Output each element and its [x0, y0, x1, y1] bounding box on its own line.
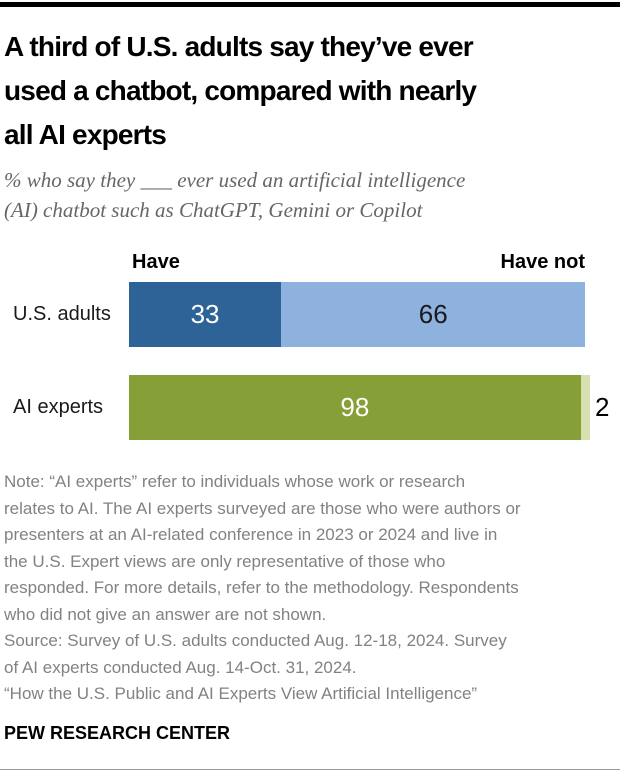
value-label-us-adults-have-not: 66 [418, 299, 448, 329]
chart-title: A third of U.S. adults say they’ve ever … [4, 31, 477, 150]
legend-label-have: Have [132, 251, 180, 273]
bar-row-us-adults: U.S. adults 33 66 [0, 282, 620, 347]
bar-segment-ai-experts-have: 98 [129, 375, 581, 440]
stacked-bar-chart: Have Have not U.S. adults 33 66 AI exper… [0, 251, 620, 440]
legend-track: Have Have not [129, 251, 585, 273]
category-label-us-adults: U.S. adults [13, 303, 111, 325]
top-rule [0, 2, 620, 7]
bottom-rule [0, 769, 620, 770]
value-label-us-adults-have: 33 [190, 299, 220, 329]
legend-label-have-not: Have not [500, 251, 585, 273]
note-and-source-text: Note: “AI experts” refer to individuals … [4, 472, 521, 703]
pew-research-center-wordmark: PEW RESEARCH CENTER [4, 722, 231, 743]
bar-row-ai-experts: AI experts 98 2 [0, 375, 620, 440]
chart-subtitle: % who say they ___ ever used an artifici… [4, 168, 466, 222]
legend-row: Have Have not [0, 251, 620, 273]
bar-segment-us-adults-have: 33 [129, 282, 282, 347]
bar-track-ai-experts: 98 2 [129, 375, 609, 440]
category-label-ai-experts: AI experts [13, 396, 104, 418]
value-label-ai-experts-have: 98 [340, 392, 370, 422]
bar-track-us-adults: 33 66 [129, 282, 590, 347]
value-label-ai-experts-have-not: 2 [595, 392, 610, 422]
legend-spacer [0, 251, 129, 273]
bar-segment-ai-experts-have-not [580, 375, 590, 440]
bar-segment-us-adults-have-not: 66 [281, 282, 586, 347]
